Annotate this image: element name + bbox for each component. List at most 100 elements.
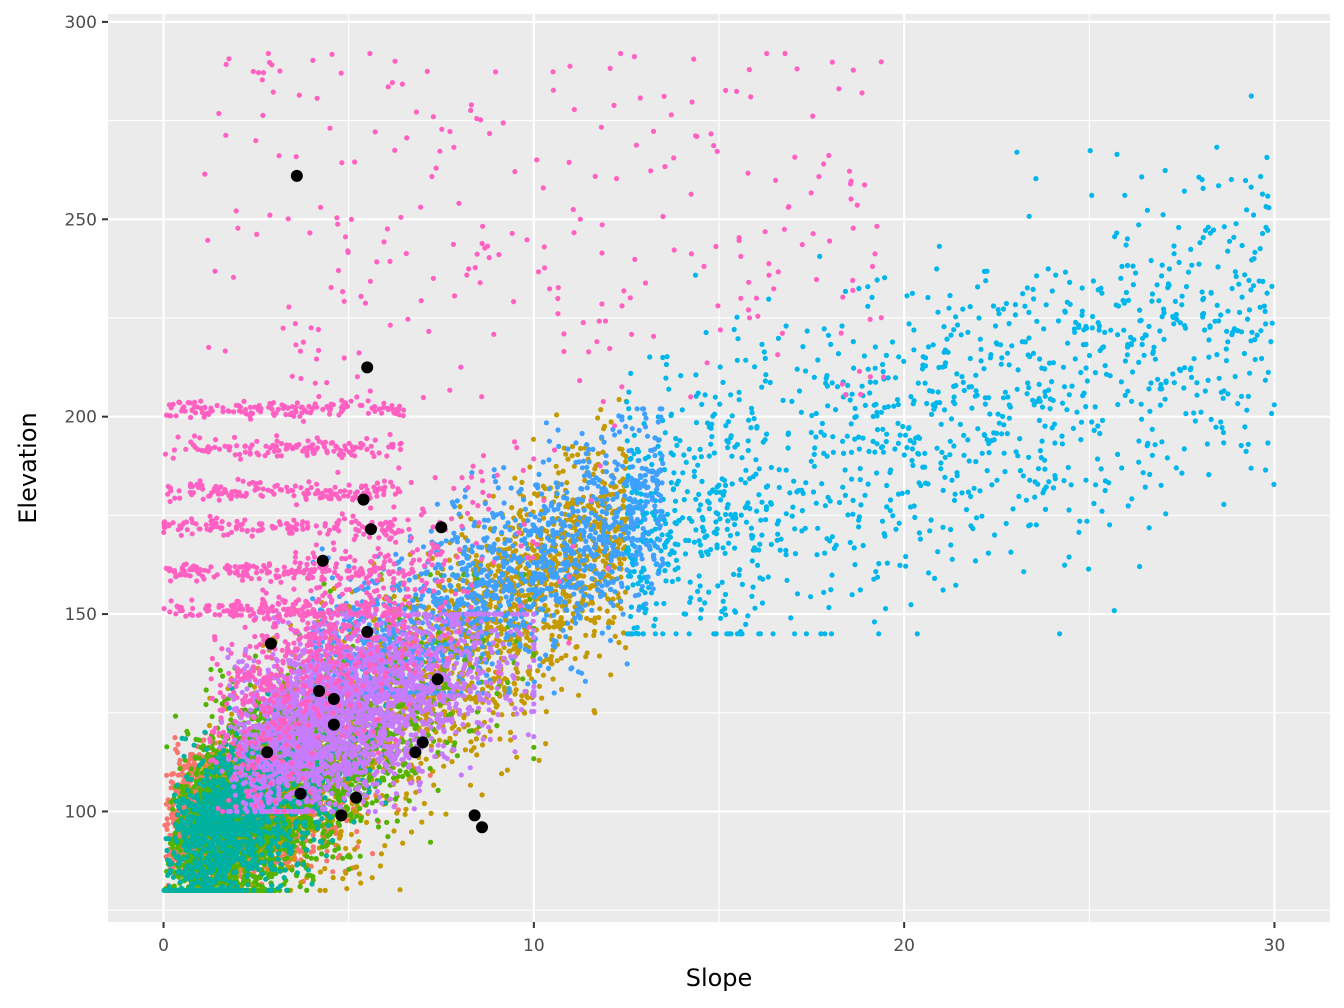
group-2-point	[509, 505, 515, 511]
group-1-point	[324, 848, 330, 854]
group-2-point	[363, 819, 370, 826]
group-2-point	[610, 620, 616, 626]
group-2-point	[496, 563, 502, 569]
group-2-point	[465, 722, 471, 728]
group-2-point	[497, 736, 503, 742]
group-2-point	[554, 658, 560, 664]
group-2-point	[485, 667, 492, 673]
group-2-point	[554, 412, 560, 418]
group-1-point	[164, 772, 170, 778]
group-2-point	[443, 811, 449, 817]
group-2-point	[229, 711, 235, 717]
group-2-point	[527, 464, 533, 470]
group-2-point	[518, 514, 524, 520]
group-2-point	[519, 479, 525, 485]
group-1-point	[330, 869, 336, 875]
group-2-point	[536, 683, 543, 689]
group-2-point	[317, 887, 323, 894]
group-2-point	[543, 709, 549, 715]
group-2-point	[394, 810, 400, 816]
group-2-point	[436, 737, 442, 743]
group-2-point	[513, 548, 519, 554]
group-2-point	[612, 564, 618, 570]
group-2-point	[569, 453, 575, 459]
group-2-point	[378, 851, 384, 857]
group-2-point	[584, 615, 590, 622]
group-2-point	[591, 628, 598, 634]
group-2-point	[369, 875, 375, 881]
group-2-point	[567, 517, 573, 523]
group-2-point	[550, 676, 556, 682]
group-2-point	[356, 871, 362, 877]
group-2-point	[506, 648, 512, 654]
group-2-point	[447, 735, 453, 741]
group-2-point	[595, 451, 601, 457]
group-2-point	[618, 561, 624, 567]
group-2-point	[425, 604, 432, 610]
group-1-point	[169, 771, 175, 778]
group-2-point	[461, 715, 467, 721]
group-2-point	[518, 508, 524, 514]
group-2-point	[441, 763, 447, 769]
group-2-point	[543, 741, 549, 747]
group-2-point	[343, 845, 349, 852]
group-2-point	[340, 876, 346, 882]
group-2-point	[583, 632, 589, 638]
group-2-point	[592, 615, 598, 621]
group-2-point	[317, 869, 323, 875]
group-2-point	[423, 756, 429, 762]
group-2-point	[620, 451, 626, 457]
group-2-point	[448, 588, 454, 594]
group-2-point	[535, 668, 541, 674]
group-2-point	[479, 792, 485, 798]
group-2-point	[544, 528, 550, 534]
group-2-point	[428, 810, 434, 817]
group-2-point	[581, 573, 587, 579]
group-1-point	[173, 746, 179, 752]
group-2-point	[468, 516, 474, 522]
group-2-point	[545, 607, 551, 613]
group-2-point	[598, 407, 604, 413]
group-2-point	[512, 691, 518, 697]
group-2-point	[519, 693, 525, 699]
group-1-point	[310, 832, 316, 838]
group-2-point	[616, 396, 622, 403]
group-2-point	[514, 669, 521, 675]
group-2-point	[576, 692, 582, 698]
group-2-point	[408, 829, 415, 835]
group-2-point	[591, 708, 597, 714]
group-2-point	[540, 672, 547, 678]
group-1-point	[168, 779, 174, 785]
group-2-point	[344, 886, 350, 892]
group-2-point	[352, 846, 358, 852]
group-2-point	[519, 698, 525, 704]
group-2-point	[521, 593, 527, 599]
group-2-point	[575, 452, 581, 458]
data-points	[161, 50, 1277, 894]
group-2-point	[402, 811, 408, 818]
group-2-point	[592, 620, 598, 626]
group-2-point	[377, 863, 383, 869]
group-2-point	[337, 829, 343, 835]
group-1-point	[201, 737, 207, 743]
group-2-point	[468, 739, 474, 745]
group-2-point	[356, 839, 362, 845]
group-2-point	[512, 475, 518, 481]
group-2-point	[400, 840, 406, 846]
group-2-point	[467, 782, 474, 788]
group-2-point	[560, 468, 566, 474]
group-2-point	[449, 725, 455, 731]
group-2-point	[530, 436, 537, 442]
group-2-point	[358, 880, 364, 886]
group-2-point	[619, 446, 625, 452]
group-2-point	[492, 699, 498, 706]
group-2-point	[471, 745, 477, 751]
group-1-point	[297, 849, 303, 855]
group-2-point	[572, 656, 578, 662]
group-1-point	[164, 816, 170, 822]
group-2-point	[623, 459, 629, 465]
group-1-point	[335, 855, 341, 861]
group-2-point	[528, 500, 534, 506]
group-2-point	[431, 782, 437, 788]
